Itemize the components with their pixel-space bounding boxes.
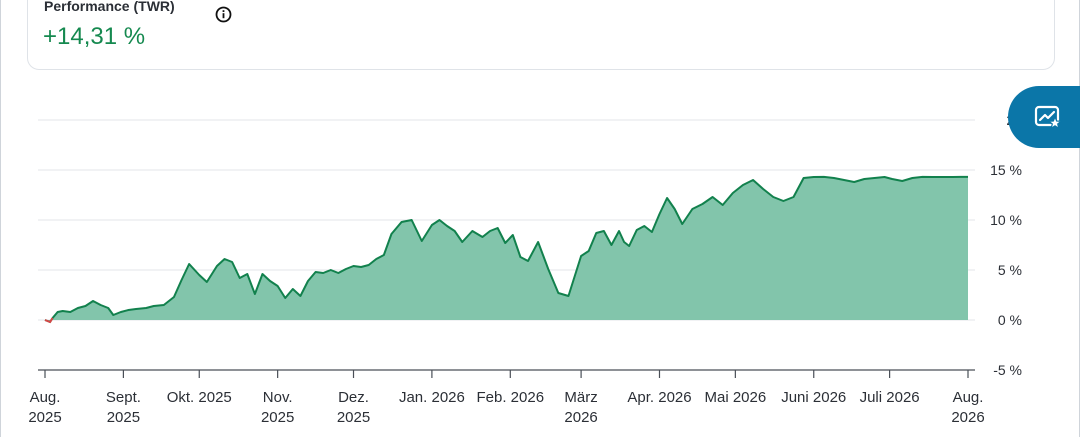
y-axis-labels: 2015 %10 %5 %0 %-5 % (990, 112, 1022, 378)
x-tick-label: Dez. (338, 389, 369, 406)
x-tick-label: Feb. 2026 (477, 389, 545, 406)
x-tick-label: Apr. 2026 (627, 389, 691, 406)
x-tick-label: 2025 (337, 409, 370, 426)
series-area (45, 176, 968, 322)
series-line (44, 175, 968, 323)
x-tick-label: Okt. 2025 (167, 389, 232, 406)
x-tick-label: Mai 2026 (704, 389, 766, 406)
x-tick-label: Sept. (106, 389, 141, 406)
x-tick-label: Aug. (30, 389, 61, 406)
chart-area-layer (44, 175, 968, 324)
chart-star-icon (1034, 105, 1062, 130)
x-tick-label: 2025 (28, 409, 61, 426)
y-tick-label: -5 % (993, 362, 1022, 378)
x-tick-label: Juni 2026 (781, 389, 846, 406)
performance-value: +14,31 % (43, 23, 146, 50)
performance-card (27, 0, 1055, 70)
performance-label: Performance (TWR) (44, 0, 175, 14)
info-icon[interactable] (215, 6, 232, 23)
x-tick-label: 2026 (951, 409, 984, 426)
x-tick-label: 2025 (107, 409, 140, 426)
x-tick-label: Juli 2026 (860, 389, 920, 406)
y-tick-label: 5 % (998, 262, 1022, 278)
x-tick-label: Aug. (953, 389, 984, 406)
series-line-negative (44, 317, 54, 324)
x-axis: Aug. 2025 Sept. 2025 Okt. 2025 Nov. 2025 Dez. 20… (28, 370, 985, 426)
x-tick-label: Nov. (263, 389, 293, 406)
chart-settings-button[interactable] (1008, 86, 1080, 148)
y-tick-label: 0 % (998, 312, 1022, 328)
y-tick-label: 15 % (990, 162, 1022, 178)
x-tick-label: Jan. 2026 (399, 389, 465, 406)
y-tick-label: 10 % (990, 212, 1022, 228)
x-tick-label: März (564, 389, 597, 406)
x-tick-label: 2025 (261, 409, 294, 426)
x-tick-label: 2026 (564, 409, 597, 426)
